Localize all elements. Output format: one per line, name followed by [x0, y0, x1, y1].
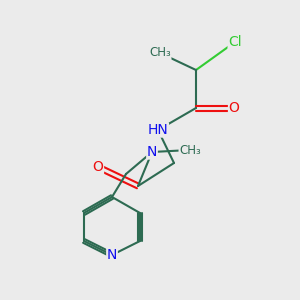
Text: N: N	[107, 248, 117, 262]
Text: HN: HN	[148, 123, 168, 137]
Text: O: O	[93, 160, 104, 174]
Text: CH₃: CH₃	[179, 143, 201, 157]
Text: O: O	[229, 101, 239, 115]
Text: N: N	[147, 145, 157, 159]
Text: Cl: Cl	[228, 35, 242, 49]
Text: CH₃: CH₃	[149, 46, 171, 59]
